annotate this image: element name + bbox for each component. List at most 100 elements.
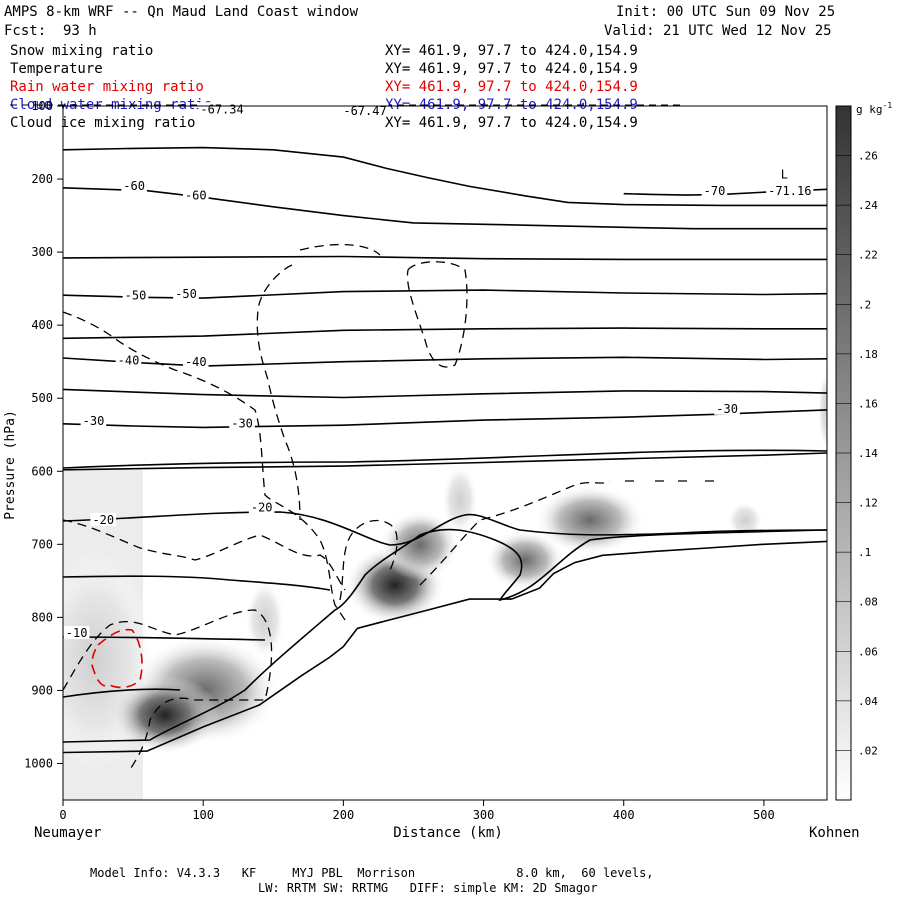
isotherm-label: -50 [175,287,197,301]
isotherm-label: -60 [185,189,207,203]
label-bg [714,401,740,415]
colorbar-tick-label: .22 [858,249,878,262]
isotherm-label: -67.34 [200,102,243,116]
colorbar-tick-label: .08 [858,596,878,609]
y-tick-label: 700 [31,537,53,551]
field-xy-snow: XY= 461.9, 97.7 to 424.0,154.9 [385,43,638,59]
label-bg [182,188,209,202]
distance-axis: 0 100 200 300 400 500 [59,800,775,822]
y-tick-label: 100 [31,99,53,113]
isotherm-35 [63,388,827,399]
colorbar-tick-label: .24 [858,199,878,212]
label-bg [121,179,147,193]
isotherm-50 [63,289,827,299]
isotherm-label: -30 [716,402,738,416]
forecast-hour: Fcst: 93 h [4,23,97,39]
cloud-ice-contours [63,243,720,771]
colorbar-tick-label: .2 [858,298,871,311]
colorbar-unit: g kg-1 [856,101,892,116]
colorbar-tick-label: .04 [858,695,878,708]
field-xy-cloud-ice: XY= 461.9, 97.7 to 424.0,154.9 [385,115,638,131]
label-bg [229,416,255,430]
isotherm-labels: -67.34 -67.47 L -70 -71.16 -60 -60 -50 -50 -40 -40… [63,102,814,640]
label-bg [341,103,389,117]
label-bg [80,414,107,428]
label-bg [63,626,90,640]
isotherm-30 [63,409,827,429]
isotherm-25 [63,452,827,471]
isotherm-label: -20 [92,513,114,527]
isotherm-65 [63,146,827,207]
x-tick-label: 500 [753,808,775,822]
isotherm-label: -50 [125,289,147,303]
field-name-temperature: Temperature [10,61,103,77]
colorbar-tick-label: .02 [858,744,878,757]
isotherm-label: L [781,167,788,181]
isotherm-40 [63,356,827,367]
model-info-line1: Model Info: V4.3.3 KF MYJ PBL Morrison 8… [90,866,654,880]
x-tick-label: 400 [613,808,635,822]
temperature-isotherms [63,146,827,754]
field-xy-rain: XY= 461.9, 97.7 to 424.0,154.9 [385,79,638,95]
isotherm-45 [63,327,827,340]
y-tick-label: 800 [31,610,53,624]
label-bg [90,512,117,526]
plot-frame [62,105,828,801]
y-tick-label: 300 [31,245,53,259]
isotherm-55 [63,255,827,261]
y-tick-label: 600 [31,464,53,478]
colorbar-tick-label: .1 [858,546,871,559]
terrain-surface [63,540,827,754]
field-xy-temperature: XY= 461.9, 97.7 to 424.0,154.9 [385,61,638,77]
y-tick-label: 500 [31,391,53,405]
field-name-cloud-ice: Cloud ice mixing ratio [10,115,196,131]
isotherm-label: -30 [83,414,105,428]
y-tick-label: 400 [31,318,53,332]
init-time: Init: 00 UTC Sun 09 Nov 25 [616,4,836,20]
model-info-line2: LW: RRTM SW: RRTMG DIFF: simple KM: 2D S… [258,881,598,895]
x-start-label: Neumayer [34,825,101,841]
isotherm-label: -67.47 [343,104,386,118]
isotherm-label: -40 [118,354,140,368]
x-tick-label: 100 [192,808,214,822]
y-tick-label: 900 [31,683,53,697]
y-axis-label: Pressure (hPa) [3,410,18,520]
label-bg [778,167,790,181]
label-bg [182,355,209,369]
y-tick-label: 200 [31,172,53,186]
isotherm-label: -20 [251,500,273,514]
colorbar: .26 .24 .22 .2 .18 .16 .14 .12 .1 .08 .06 .04 .02 g … [835,101,892,801]
x-tick-label: 300 [473,808,495,822]
label-bg [248,500,275,514]
label-bg [115,353,142,367]
label-bg [766,184,814,198]
label-bg [173,287,199,301]
chart-title: AMPS 8-km WRF -- Qn Maud Land Coast wind… [4,4,359,20]
isotherm-label: -70 [704,184,726,198]
isotherm-label: -30 [231,416,253,430]
colorbar-tick-label: .14 [858,447,878,460]
label-bg [122,288,149,302]
isotherm-label: -40 [185,355,207,369]
isotherm-label: -10 [66,626,88,640]
x-end-label: Kohnen [809,825,860,841]
y-tick-label: 1000 [24,756,53,770]
valid-time: Valid: 21 UTC Wed 12 Nov 25 [604,23,832,39]
label-bg [701,184,728,198]
field-name-snow: Snow mixing ratio [10,43,154,59]
colorbar-tick-label: .06 [858,645,878,658]
x-tick-label: 200 [333,808,355,822]
x-tick-label: 0 [59,808,66,822]
colorbar-tick-label: .12 [858,497,878,510]
rain-water-contour [91,628,143,689]
x-axis-label: Distance (km) [393,825,503,841]
snow-mixing-ratio-shading [63,370,827,800]
pressure-axis: 100 200 300 400 500 600 700 800 900 1000 [24,99,63,770]
isotherm-label: -71.16 [768,184,811,198]
isotherm-label: -60 [123,179,145,193]
lower-isotherms-and-terrain [63,449,827,743]
colorbar-tick-label: .26 [858,150,878,163]
field-name-rain: Rain water mixing ratio [10,79,204,95]
colorbar-tick-label: .16 [858,397,878,410]
